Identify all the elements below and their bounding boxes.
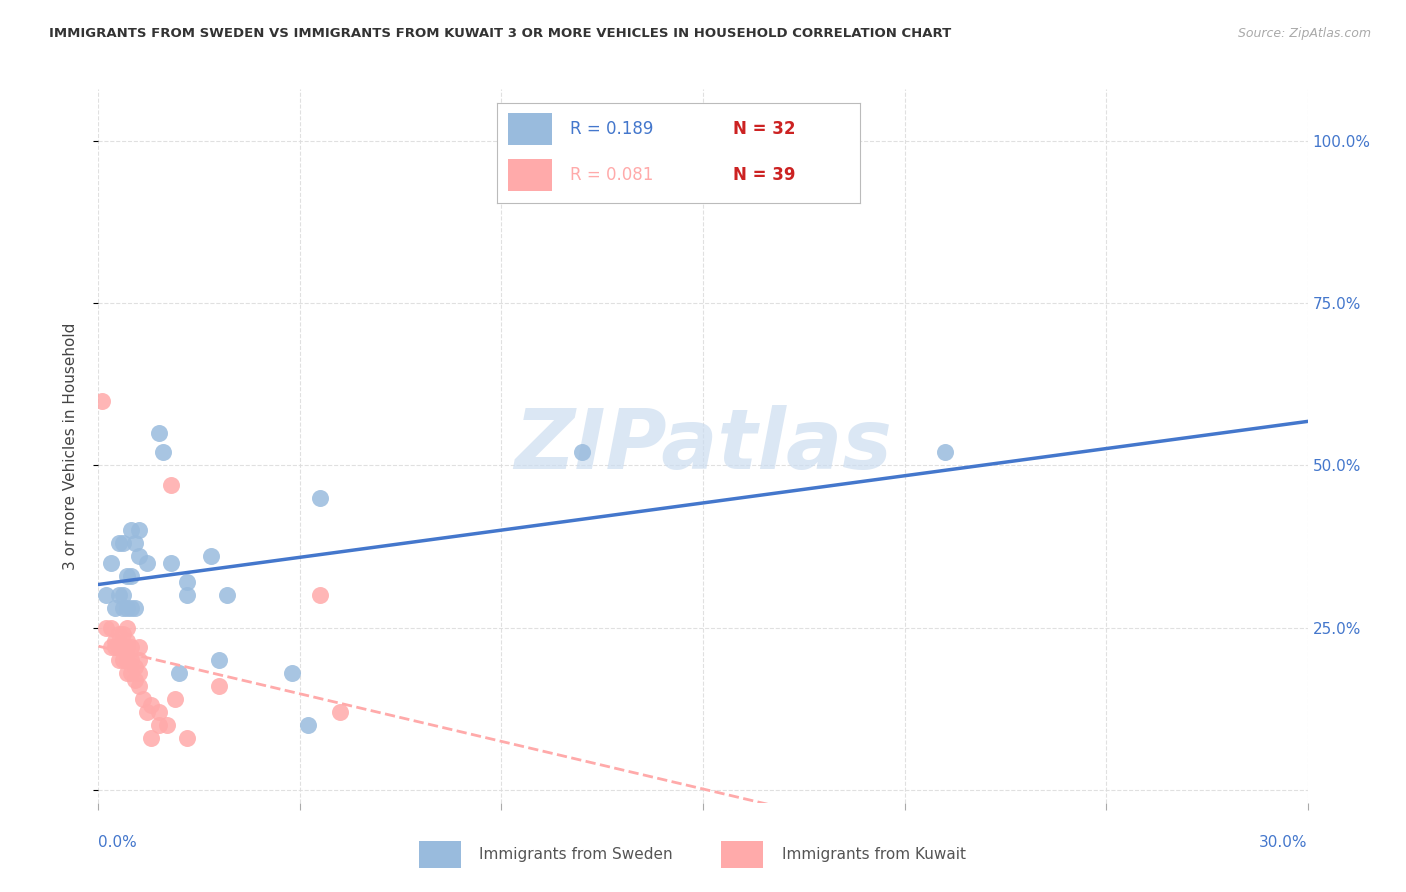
Point (103, 601, 125, 615)
Point (128, 640, 150, 654)
Y-axis label: 3 or more Vehicles in Household: 3 or more Vehicles in Household (63, 322, 77, 570)
Point (124, 659, 146, 673)
Point (176, 575, 198, 590)
Point (120, 653, 142, 667)
Point (120, 568, 142, 582)
Point (934, 445, 956, 459)
Point (107, 653, 129, 667)
Point (139, 698, 162, 713)
Point (135, 705, 157, 719)
Point (208, 653, 231, 667)
Point (124, 673, 146, 687)
Point (163, 692, 186, 706)
Point (115, 653, 138, 667)
Text: IMMIGRANTS FROM SWEDEN VS IMMIGRANTS FROM KUWAIT 3 OR MORE VEHICLES IN HOUSEHOLD: IMMIGRANTS FROM SWEDEN VS IMMIGRANTS FRO… (49, 27, 952, 40)
Point (167, 666, 190, 681)
Point (176, 588, 198, 602)
Point (217, 588, 239, 602)
Point (115, 601, 138, 615)
Point (139, 731, 162, 745)
Point (96, 621, 118, 635)
Point (120, 601, 142, 615)
Point (281, 666, 304, 681)
Point (132, 692, 155, 706)
Point (107, 588, 129, 602)
Point (176, 731, 198, 745)
Point (156, 718, 179, 732)
Point (297, 718, 319, 732)
Point (128, 679, 150, 693)
Text: ZIPatlas: ZIPatlas (515, 406, 891, 486)
Point (111, 627, 134, 641)
Point (160, 478, 183, 492)
Point (107, 627, 129, 641)
Point (111, 640, 134, 654)
Text: 0.0%: 0.0% (98, 835, 138, 850)
Point (128, 666, 150, 681)
Point (128, 524, 150, 538)
Point (329, 705, 352, 719)
Point (111, 588, 134, 602)
Point (124, 601, 146, 615)
Point (128, 653, 150, 667)
Point (200, 549, 222, 564)
Point (103, 640, 125, 654)
Point (128, 549, 150, 564)
Point (309, 588, 332, 602)
Point (111, 653, 134, 667)
Point (208, 679, 231, 693)
Point (115, 568, 138, 582)
Point (91, 393, 114, 408)
Point (309, 491, 332, 505)
Point (571, 445, 593, 459)
Point (111, 536, 134, 550)
Point (115, 640, 138, 654)
Point (120, 666, 142, 681)
Point (120, 640, 142, 654)
Point (148, 705, 170, 719)
Point (148, 718, 170, 732)
Point (120, 524, 142, 538)
Point (107, 640, 129, 654)
Point (124, 536, 146, 550)
Point (100, 556, 122, 570)
Point (135, 556, 157, 570)
Point (152, 445, 174, 459)
Text: 30.0%: 30.0% (1260, 835, 1308, 850)
Point (107, 536, 129, 550)
Point (115, 621, 138, 635)
Point (111, 601, 134, 615)
Point (115, 666, 138, 681)
Point (148, 425, 170, 440)
Point (100, 621, 122, 635)
Point (160, 556, 183, 570)
Point (115, 633, 138, 648)
Text: Source: ZipAtlas.com: Source: ZipAtlas.com (1237, 27, 1371, 40)
Point (100, 640, 122, 654)
Point (96, 588, 118, 602)
Point (103, 633, 125, 648)
